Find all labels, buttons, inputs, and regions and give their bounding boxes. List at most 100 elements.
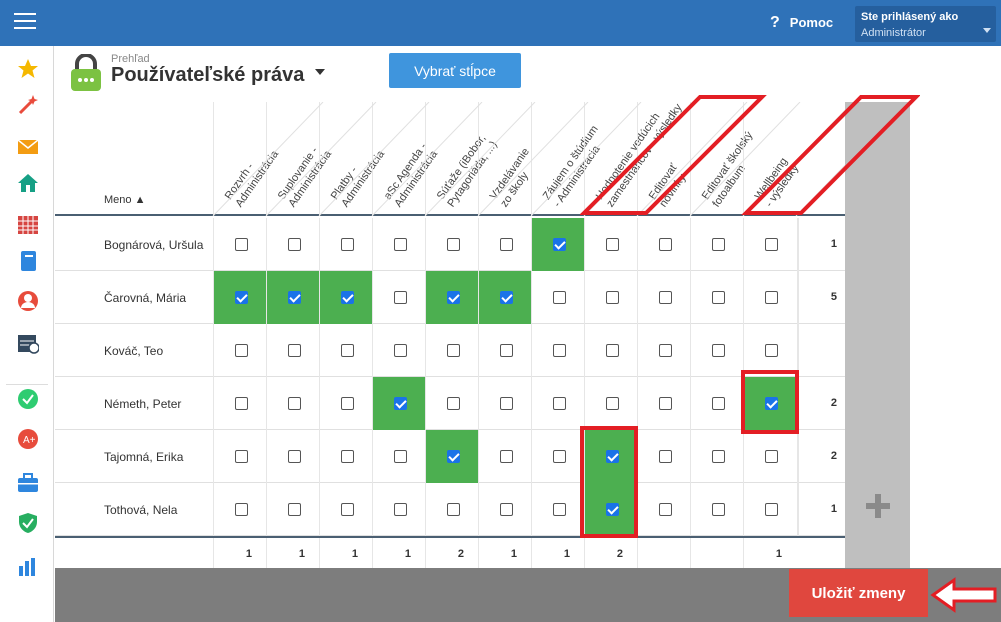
sidebar-item-check-circle[interactable] (0, 380, 54, 416)
permission-checkbox[interactable] (235, 291, 248, 304)
permission-checkbox[interactable] (606, 503, 619, 516)
permission-checkbox[interactable] (341, 450, 354, 463)
permission-checkbox[interactable] (606, 291, 619, 304)
permission-checkbox[interactable] (712, 291, 725, 304)
permission-checkbox[interactable] (765, 450, 778, 463)
sidebar-item-bar-chart[interactable] (0, 548, 54, 584)
sidebar-item-notebook[interactable] (0, 242, 54, 278)
permission-checkbox[interactable] (606, 450, 619, 463)
permission-checkbox[interactable] (235, 344, 248, 357)
permission-checkbox[interactable] (500, 291, 513, 304)
permission-checkbox[interactable] (447, 238, 460, 251)
permission-checkbox[interactable] (765, 397, 778, 410)
permission-checkbox[interactable] (765, 503, 778, 516)
save-changes-button[interactable]: Uložiť zmeny (789, 569, 928, 617)
permission-checkbox[interactable] (606, 397, 619, 410)
column-header[interactable]: Záujem o štúdium - Administrácia (531, 102, 603, 216)
permission-checkbox[interactable] (553, 238, 566, 251)
permission-checkbox[interactable] (288, 503, 301, 516)
permission-checkbox[interactable] (288, 397, 301, 410)
permission-checkbox[interactable] (553, 344, 566, 357)
permission-checkbox[interactable] (447, 503, 460, 516)
permission-checkbox[interactable] (394, 450, 407, 463)
permission-checkbox[interactable] (765, 238, 778, 251)
permission-checkbox[interactable] (235, 238, 248, 251)
permission-checkbox[interactable] (553, 291, 566, 304)
permission-checkbox[interactable] (235, 397, 248, 410)
chevron-down-icon[interactable] (315, 69, 325, 75)
permission-checkbox[interactable] (553, 503, 566, 516)
sidebar-item-timetable[interactable] (0, 206, 54, 242)
permission-checkbox[interactable] (659, 397, 672, 410)
select-columns-button[interactable]: Vybrať stĺpce (389, 53, 521, 88)
permission-checkbox[interactable] (447, 450, 460, 463)
permission-checkbox[interactable] (394, 291, 407, 304)
permission-checkbox[interactable] (394, 344, 407, 357)
sidebar-item-shield-check[interactable] (0, 504, 54, 540)
column-header[interactable]: Vzdelávanie zo školy (478, 102, 532, 216)
permission-checkbox[interactable] (659, 450, 672, 463)
permission-checkbox[interactable] (288, 344, 301, 357)
permission-checkbox[interactable] (500, 344, 513, 357)
column-header[interactable]: Editovať školský fotoalbum (690, 102, 755, 216)
permission-checkbox[interactable] (712, 238, 725, 251)
column-header[interactable]: Platby - Administrácia (319, 102, 387, 216)
permission-checkbox[interactable] (712, 397, 725, 410)
permission-checkbox[interactable] (606, 238, 619, 251)
column-header[interactable]: Suplovanie - Administrácia (266, 102, 334, 216)
permission-checkbox[interactable] (447, 397, 460, 410)
menu-icon[interactable] (14, 13, 36, 33)
sidebar-item-home[interactable] (0, 164, 54, 200)
permission-checkbox[interactable] (235, 450, 248, 463)
sidebar-item-grade[interactable]: A+ (0, 420, 54, 456)
permission-checkbox[interactable] (341, 291, 354, 304)
help-link[interactable]: ? Pomoc (770, 14, 833, 32)
name-column-header[interactable]: Meno ▲ (104, 194, 146, 206)
column-header[interactable]: aSc Agenda - Administrácia (372, 102, 440, 216)
permission-checkbox[interactable] (765, 344, 778, 357)
column-header[interactable]: Hodnotenie vedúcich zamestnancov - výsle… (584, 102, 685, 216)
login-dropdown[interactable]: Ste prihlásený ako Administrátor (855, 6, 996, 42)
permission-checkbox[interactable] (235, 503, 248, 516)
column-header[interactable]: Wellbeing - výsledky (743, 102, 801, 216)
sidebar-item-magic-wand[interactable] (0, 86, 54, 122)
permission-checkbox[interactable] (659, 503, 672, 516)
column-total: 1 (743, 538, 796, 568)
permission-checkbox[interactable] (659, 344, 672, 357)
permission-checkbox[interactable] (288, 238, 301, 251)
sidebar-item-calendar-clock[interactable] (0, 324, 54, 360)
permission-checkbox[interactable] (394, 503, 407, 516)
permission-checkbox[interactable] (500, 238, 513, 251)
permission-checkbox[interactable] (394, 238, 407, 251)
sidebar-item-briefcase[interactable] (0, 464, 54, 500)
permission-checkbox[interactable] (659, 291, 672, 304)
permission-checkbox[interactable] (447, 344, 460, 357)
permission-checkbox[interactable] (712, 503, 725, 516)
page-title[interactable]: Používateľské práva (111, 64, 305, 86)
permission-checkbox[interactable] (341, 238, 354, 251)
permission-checkbox[interactable] (447, 291, 460, 304)
permission-checkbox[interactable] (712, 344, 725, 357)
column-header[interactable]: Súťaže (iBobor, Pytagoriáda, ...) (425, 102, 500, 216)
permission-checkbox[interactable] (341, 344, 354, 357)
permission-checkbox[interactable] (341, 503, 354, 516)
permission-checkbox[interactable] (394, 397, 407, 410)
permission-checkbox[interactable] (659, 238, 672, 251)
column-header[interactable]: Rozvrh - Administrácia (213, 102, 281, 216)
permission-checkbox[interactable] (553, 450, 566, 463)
sidebar-item-star[interactable] (0, 50, 54, 86)
add-icon[interactable] (866, 494, 890, 518)
permission-checkbox[interactable] (553, 397, 566, 410)
permission-checkbox[interactable] (765, 291, 778, 304)
permission-checkbox[interactable] (500, 397, 513, 410)
permission-checkbox[interactable] (288, 450, 301, 463)
column-total: 1 (266, 538, 319, 568)
permission-checkbox[interactable] (500, 503, 513, 516)
permission-checkbox[interactable] (288, 291, 301, 304)
sidebar-item-user[interactable] (0, 282, 54, 318)
permission-checkbox[interactable] (500, 450, 513, 463)
permission-checkbox[interactable] (341, 397, 354, 410)
sidebar-item-envelope[interactable] (0, 128, 54, 164)
permission-checkbox[interactable] (606, 344, 619, 357)
permission-checkbox[interactable] (712, 450, 725, 463)
